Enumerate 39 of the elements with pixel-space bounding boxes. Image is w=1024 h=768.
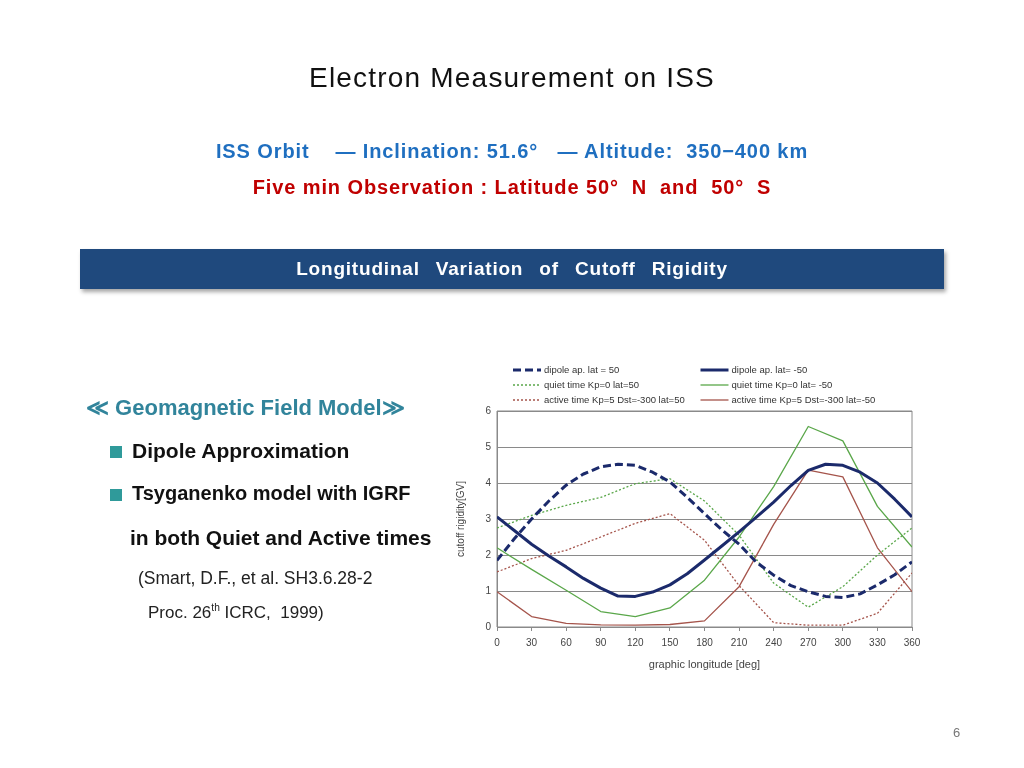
- text: Five min Observation : Latitude 50° N and 50° S: [251, 175, 773, 199]
- chart-title: Electron Measurement on ISS: [308, 62, 716, 94]
- text: Dipole Approximation: [132, 438, 350, 464]
- x-tick-label: 180: [696, 636, 714, 648]
- x-tick-label: 300: [834, 636, 852, 648]
- chart-subtitle: Longitudinal Variation of Cutoff Rigidity: [295, 258, 729, 280]
- legend-label: active time Kp=5 Dst=-300 lat=50: [544, 393, 685, 405]
- legend-label: dipole ap. lat= -50: [731, 363, 808, 375]
- x-tick-label: 210: [730, 636, 748, 648]
- y-axis-title: cutoff rigidity[GV]: [454, 480, 466, 557]
- text: in both Quiet and Active times: [130, 525, 432, 551]
- legend-label: active time Kp=5 Dst=-300 lat=-50: [731, 393, 876, 405]
- x-tick-label: 30: [526, 636, 538, 648]
- x-tick-label: 330: [869, 636, 887, 648]
- y-tick-label: 5: [485, 440, 492, 452]
- x-tick-label: 270: [799, 636, 818, 648]
- text: Proc. 26$^{th}$ ICRC, 1999): [148, 602, 324, 624]
- x-tick-label: 90: [595, 636, 607, 648]
- legend-label: dipole ap. lat = 50: [544, 363, 620, 375]
- x-tick-label: 60: [560, 636, 573, 648]
- x-tick-label: 0: [494, 636, 501, 648]
- x-tick-label: 150: [661, 636, 679, 648]
- text: Tsyganenko model with IGRF: [132, 481, 411, 505]
- text: ISS Orbit — Inclination: 51.6° — Altitude: 350−400 km: [214, 139, 810, 163]
- x-tick-label: 240: [765, 636, 783, 648]
- y-tick-label: 6: [485, 404, 492, 416]
- x-axis-title: graphic longitude [deg]: [648, 658, 761, 671]
- y-tick-label: 4: [485, 476, 492, 488]
- text: 6: [953, 725, 961, 741]
- y-tick-label: 1: [485, 584, 492, 596]
- x-tick-label: 360: [903, 636, 921, 648]
- legend-label: quiet time Kp=0 lat= -50: [731, 378, 833, 390]
- x-tick-label: 120: [626, 636, 645, 648]
- y-tick-label: 3: [485, 512, 492, 524]
- legend-label: quiet time Kp=0 lat=50: [544, 378, 640, 390]
- text: ≪ Geomagnetic Field Model≫: [86, 395, 405, 422]
- y-tick-label: 2: [485, 548, 492, 560]
- text: (Smart, D.F., et al. SH3.6.28-2: [138, 568, 373, 589]
- y-tick-label: 0: [485, 620, 492, 632]
